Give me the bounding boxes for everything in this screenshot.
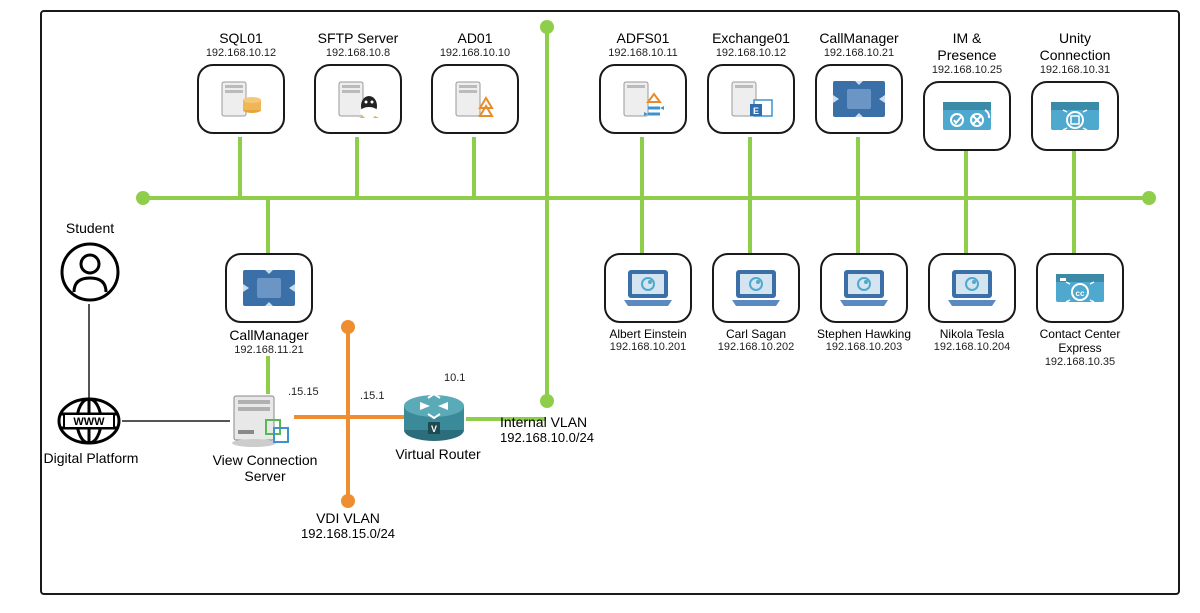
callmanager2-name: CallManager — [224, 327, 314, 344]
server-name: Unity Connection — [1030, 30, 1120, 64]
client-node-3: Nikola Tesla192.168.10.204 — [922, 253, 1022, 355]
client-node-1: Carl Sagan192.168.10.202 — [706, 253, 806, 355]
server-box: E — [707, 64, 795, 134]
client-rise-4 — [1072, 200, 1076, 254]
server-ip: 192.168.10.21 — [814, 47, 904, 60]
student-to-www-line — [88, 304, 90, 398]
router-ip10: 10.1 — [444, 372, 465, 384]
client-node-0: Albert Einstein192.168.10.201 — [598, 253, 698, 355]
client-rise-3 — [964, 200, 968, 254]
callmanager2-box — [225, 253, 313, 323]
server-drop-3 — [640, 137, 644, 197]
vdi-dot-bottom — [341, 494, 355, 508]
server-drop-2 — [472, 137, 476, 197]
server-node-7: Unity Connection192.168.10.31 — [1030, 30, 1120, 151]
internal-vlan-dot-bottom — [540, 394, 554, 408]
client-rise-2 — [856, 200, 860, 254]
server-ip: 192.168.10.25 — [922, 64, 1012, 77]
server-name: CallManager — [814, 30, 904, 47]
callmanager2-node: CallManager 192.168.11.21 — [224, 253, 314, 357]
www-icon: WWW — [56, 396, 122, 446]
student-icon — [60, 242, 120, 302]
internal-vlan-line — [545, 26, 549, 400]
svg-text:E: E — [753, 106, 759, 116]
server-name: Exchange01 — [706, 30, 796, 47]
server-box — [923, 81, 1011, 151]
client-name: Stephen Hawking — [814, 327, 914, 341]
server-ip: 192.168.10.8 — [313, 47, 403, 60]
server-box — [431, 64, 519, 134]
client-ip: 192.168.10.201 — [598, 341, 698, 354]
client-ip: 192.168.10.202 — [706, 341, 806, 354]
server-node-1: SFTP Server192.168.10.8 — [313, 30, 403, 134]
server-box — [599, 64, 687, 134]
server-name: SFTP Server — [313, 30, 403, 47]
client-node-2: Stephen Hawking192.168.10.203 — [814, 253, 914, 355]
client-box: cc — [1036, 253, 1124, 323]
callmanager2-drop — [266, 200, 270, 254]
server-box — [815, 64, 903, 134]
client-name: Contact Center Express — [1030, 327, 1130, 356]
server-box — [197, 64, 285, 134]
vdi-vlan-label: VDI VLAN 192.168.15.0/24 — [288, 510, 408, 541]
client-box — [604, 253, 692, 323]
client-ip: 192.168.10.35 — [1030, 356, 1130, 369]
server-name: ADFS01 — [598, 30, 688, 47]
client-name: Albert Einstein — [598, 327, 698, 341]
router-icon: V — [402, 390, 466, 442]
view-server-label: View Connection Server — [200, 452, 330, 484]
server-drop-1 — [355, 137, 359, 197]
callmanager2-ip: 192.168.11.21 — [224, 344, 314, 357]
server-name: SQL01 — [196, 30, 286, 47]
www-to-view-line — [122, 420, 230, 422]
bus-dot-right — [1142, 191, 1156, 205]
svg-text:cc: cc — [1076, 289, 1085, 298]
server-name: AD01 — [430, 30, 520, 47]
vdi-dot-top — [341, 320, 355, 334]
client-ip: 192.168.10.203 — [814, 341, 914, 354]
server-node-2: AD01192.168.10.10 — [430, 30, 520, 134]
vdi-vlan-hline — [294, 415, 404, 419]
server-box — [314, 64, 402, 134]
client-box — [928, 253, 1016, 323]
client-rise-1 — [748, 200, 752, 254]
svg-text:V: V — [431, 424, 437, 434]
bus-dot-left — [136, 191, 150, 205]
server-ip: 192.168.10.12 — [196, 47, 286, 60]
vdi-vlan-vline — [346, 326, 350, 498]
view-server-ip: .15.15 — [288, 386, 319, 398]
client-box — [820, 253, 908, 323]
server-node-5: CallManager192.168.10.21 — [814, 30, 904, 134]
server-drop-0 — [238, 137, 242, 197]
server-ip: 192.168.10.10 — [430, 47, 520, 60]
server-node-0: SQL01192.168.10.12 — [196, 30, 286, 134]
www-label: Digital Platform — [36, 450, 146, 466]
student-label: Student — [60, 220, 120, 236]
internal-vlan-dot-top — [540, 20, 554, 34]
server-node-3: ADFS01192.168.10.11 — [598, 30, 688, 134]
server-drop-4 — [748, 137, 752, 197]
client-name: Nikola Tesla — [922, 327, 1022, 341]
server-ip: 192.168.10.31 — [1030, 64, 1120, 77]
server-drop-5 — [856, 137, 860, 197]
router-label: Virtual Router — [388, 446, 488, 462]
svg-text:WWW: WWW — [73, 416, 105, 428]
internal-vlan-label: Internal VLAN 192.168.10.0/24 — [500, 414, 620, 445]
server-node-6: IM & Presence192.168.10.25 — [922, 30, 1012, 151]
client-rise-0 — [640, 200, 644, 254]
server-box — [1031, 81, 1119, 151]
client-name: Carl Sagan — [706, 327, 806, 341]
server-ip: 192.168.10.12 — [706, 47, 796, 60]
server-ip: 192.168.10.11 — [598, 47, 688, 60]
client-node-4: cc Contact Center Express192.168.10.35 — [1030, 253, 1130, 369]
top-bus-line — [142, 196, 1148, 200]
view-server-icon — [228, 392, 294, 448]
server-name: IM & Presence — [922, 30, 1012, 64]
router-ip15: .15.1 — [360, 390, 384, 402]
client-ip: 192.168.10.204 — [922, 341, 1022, 354]
server-node-4: Exchange01192.168.10.12 E — [706, 30, 796, 134]
callmanager2-to-view — [266, 356, 270, 394]
client-box — [712, 253, 800, 323]
